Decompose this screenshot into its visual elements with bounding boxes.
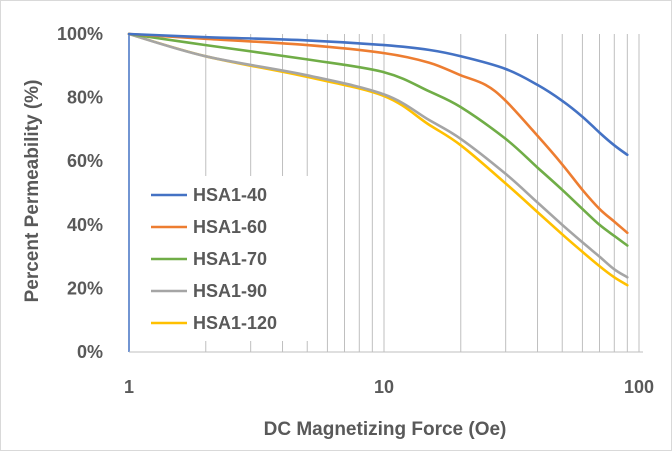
axes (128, 34, 643, 353)
x-tick-label: 1 (124, 377, 134, 397)
legend-label-hsa1-40: HSA1-40 (193, 185, 267, 205)
y-axis-title: Percent Permeability (%) (22, 80, 43, 303)
series-line-hsa1-40 (127, 32, 629, 157)
legend-label-hsa1-90: HSA1-90 (193, 281, 267, 301)
y-tick-label: 40% (67, 215, 103, 235)
series-line-hsa1-70 (127, 32, 629, 247)
x-tick-label: 100 (624, 377, 654, 397)
series-line-hsa1-120 (127, 32, 629, 287)
y-tick-label: 80% (67, 88, 103, 108)
tick-labels: 0% 20% 40% 60% 80% 100% 1 10 100 (57, 24, 654, 397)
y-tick-label: 20% (67, 278, 103, 298)
legend-label-hsa1-120: HSA1-120 (193, 313, 277, 333)
y-tick-label: 60% (67, 151, 103, 171)
series-lines (127, 32, 629, 287)
series-line-hsa1-60 (127, 32, 629, 235)
legend: HSA1-40 HSA1-60 HSA1-70 HSA1-90 HSA1-120 (144, 176, 316, 341)
x-axis-title: DC Magnetizing Force (Oe) (264, 419, 507, 440)
y-tick-label: 0% (77, 342, 103, 362)
legend-label-hsa1-70: HSA1-70 (193, 249, 267, 269)
grid-lines (205, 34, 640, 352)
legend-label-hsa1-60: HSA1-60 (193, 217, 267, 237)
x-tick-label: 10 (374, 377, 394, 397)
y-tick-label: 100% (57, 24, 103, 44)
series-line-hsa1-90 (127, 32, 629, 279)
